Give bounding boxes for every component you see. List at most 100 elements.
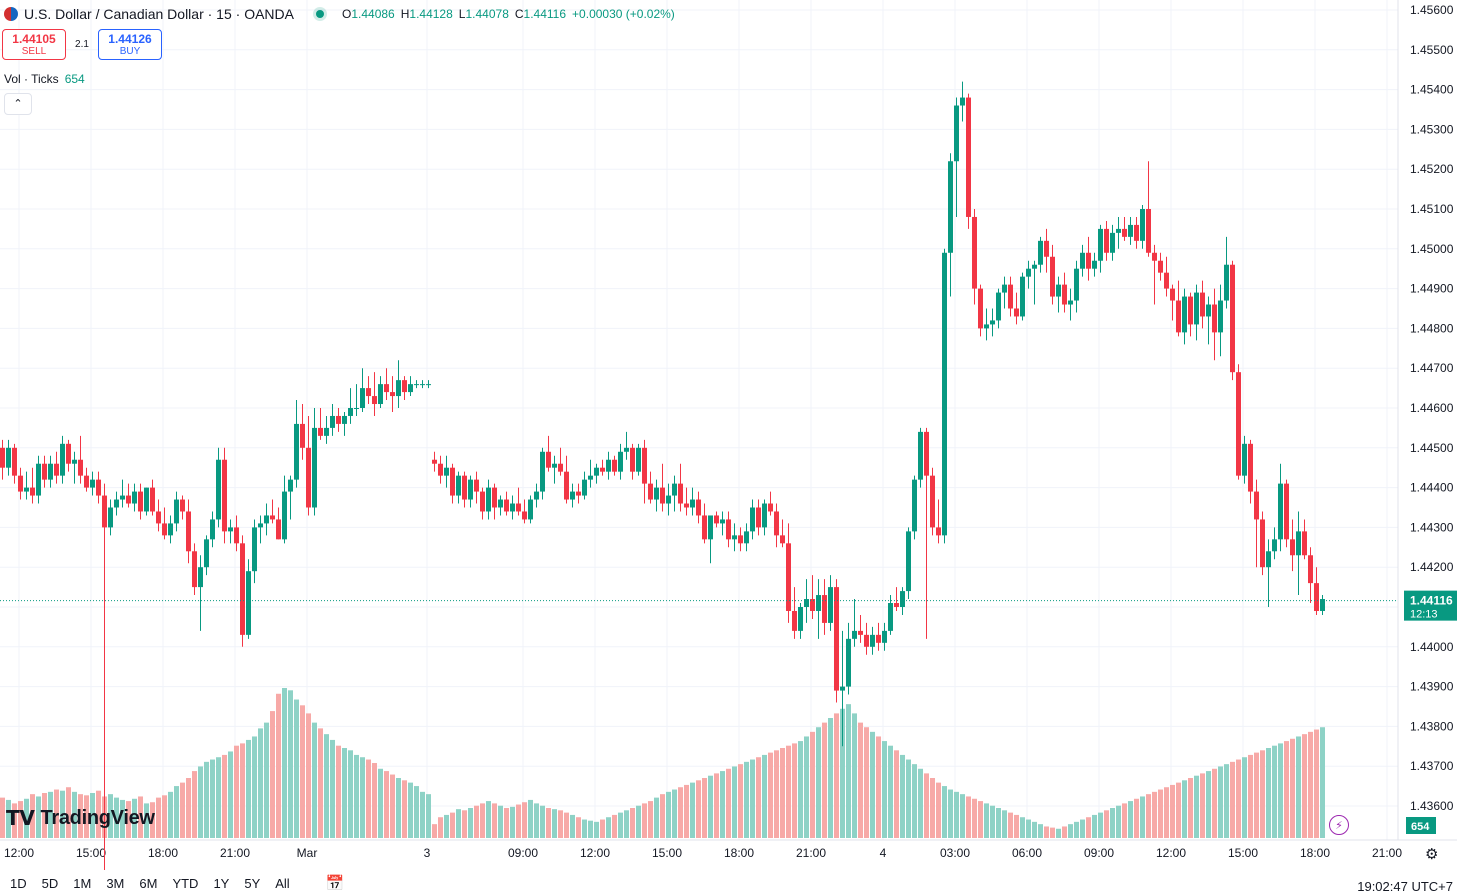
x-tick-label: 15:00	[1228, 846, 1258, 860]
lightning-icon[interactable]: ⚡	[1329, 815, 1349, 835]
volume-bar	[732, 766, 737, 838]
candle-body	[978, 288, 983, 329]
volume-bar	[12, 803, 17, 838]
volume-bar	[858, 722, 863, 838]
volume-bar	[1092, 814, 1097, 838]
y-tick-label: 1.45500	[1410, 43, 1454, 57]
candle-body	[78, 459, 83, 476]
range-button-1y[interactable]: 1Y	[213, 875, 230, 891]
candle-body	[600, 467, 605, 472]
market-open-status-icon[interactable]	[316, 10, 324, 18]
volume-bar	[1170, 784, 1175, 838]
candle-body	[594, 467, 599, 476]
gear-icon[interactable]: ⚙	[1425, 846, 1439, 863]
volume-bar	[0, 797, 5, 838]
volume-bar	[984, 803, 989, 838]
candle-body	[474, 479, 479, 492]
candle-body	[744, 531, 749, 544]
candle-body	[120, 495, 125, 500]
collapse-legend-button[interactable]: ⌃	[4, 93, 32, 115]
volume-bar	[810, 731, 815, 838]
calendar-icon[interactable]: 📅	[325, 875, 345, 892]
clock[interactable]: 19:02:47 UTC+7	[1357, 879, 1453, 894]
x-tick-label: 21:00	[1372, 846, 1402, 860]
open-value: 1.44086	[351, 7, 395, 21]
volume-bar	[852, 713, 857, 838]
volume-bar	[282, 688, 287, 838]
candle-body	[510, 503, 515, 512]
x-tick-label: 06:00	[1012, 846, 1042, 860]
candle-body	[294, 423, 299, 480]
volume-bar	[690, 782, 695, 838]
volume-bar	[1134, 798, 1139, 838]
range-button-all[interactable]: All	[275, 875, 290, 891]
candle-body	[858, 630, 863, 635]
y-tick-label: 1.45100	[1410, 202, 1454, 216]
volume-bar	[534, 803, 539, 838]
range-button-3m[interactable]: 3M	[106, 875, 125, 891]
candle-body	[1242, 443, 1247, 476]
range-button-5d[interactable]: 5D	[41, 875, 59, 891]
candle-body	[0, 447, 5, 468]
range-button-1d[interactable]: 1D	[10, 875, 27, 891]
candle-body	[300, 423, 305, 448]
candle-body	[138, 491, 143, 512]
sell-button[interactable]: 1.44105 SELL	[2, 29, 66, 60]
volume-bar	[330, 739, 335, 838]
volume-indicator-legend[interactable]: Vol · Ticks 654	[4, 72, 85, 86]
range-button-5y[interactable]: 5Y	[244, 875, 261, 891]
candle-body	[774, 511, 779, 536]
candle-body	[156, 511, 161, 524]
candle-body	[1008, 284, 1013, 309]
candle-body	[480, 491, 485, 512]
range-button-ytd[interactable]: YTD	[172, 875, 199, 891]
volume-bar	[792, 743, 797, 838]
candle-body	[504, 499, 509, 512]
volume-bar	[840, 708, 845, 838]
y-tick-label: 1.45200	[1410, 162, 1454, 176]
volume-bar	[360, 757, 365, 838]
volume-bar	[546, 808, 551, 838]
candle-body	[456, 475, 461, 496]
candle-body	[954, 105, 959, 162]
volume-bar	[528, 799, 533, 838]
volume-bar	[996, 808, 1001, 838]
range-button-6m[interactable]: 6M	[139, 875, 158, 891]
volume-bar	[876, 736, 881, 838]
range-button-1m[interactable]: 1M	[73, 875, 92, 891]
volume-bar	[1248, 754, 1253, 838]
candle-body	[1218, 300, 1223, 333]
candle-body	[12, 447, 17, 476]
candle-body	[918, 431, 923, 480]
candle-body	[1056, 284, 1061, 297]
x-tick-label: 18:00	[724, 846, 754, 860]
candle-body	[852, 630, 857, 639]
bottom-toolbar: 1D 5D 1M 3M 6M YTD 1Y 5Y All 📅	[0, 870, 1457, 896]
candle-body	[960, 97, 965, 106]
volume-bar	[1008, 812, 1013, 838]
y-tick-label: 1.44800	[1410, 321, 1454, 335]
volume-bar	[204, 761, 209, 838]
volume-bar	[468, 808, 473, 838]
volume-bar	[1254, 752, 1259, 838]
volume-bar	[138, 796, 143, 838]
volume-bar	[126, 801, 131, 838]
tradingview-logo[interactable]: 𝗧𝗩 TradingView	[6, 806, 155, 831]
volume-bar	[1164, 787, 1169, 838]
volume-bar	[66, 787, 71, 838]
candle-body	[792, 610, 797, 631]
volume-bar	[816, 727, 821, 838]
spread-value: 2.1	[75, 39, 89, 50]
trade-panel: 1.44105 SELL 2.1 1.44126 BUY	[2, 29, 162, 60]
candle-body	[288, 479, 293, 492]
candle-body	[1050, 256, 1055, 297]
volume-bar	[684, 784, 689, 838]
buy-button[interactable]: 1.44126 BUY	[98, 29, 162, 60]
volume-bar	[924, 773, 929, 838]
candle-body	[1236, 372, 1241, 476]
volume-bar	[1236, 759, 1241, 838]
candlestick-chart[interactable]: 1.45600 1.45500 1.45400 1.45300 1.45200 1.451…	[0, 0, 1457, 870]
candle-body	[354, 408, 359, 409]
volume-bar	[636, 805, 641, 838]
symbol-title[interactable]: U.S. Dollar / Canadian Dollar · 15 · OAN…	[24, 6, 294, 22]
